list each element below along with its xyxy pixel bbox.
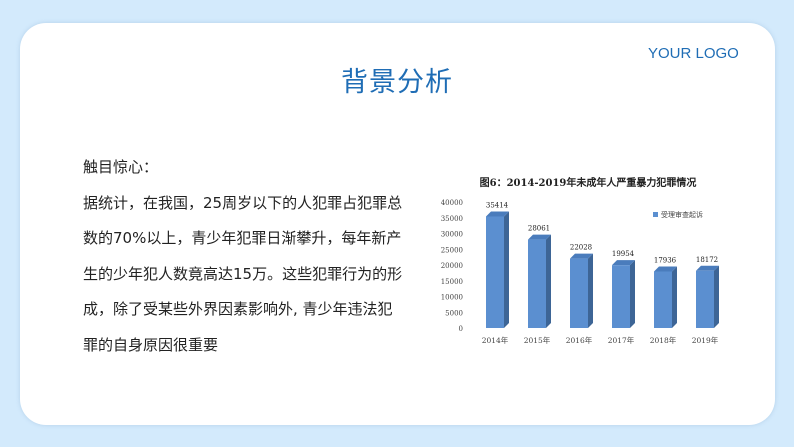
bar	[570, 258, 588, 328]
x-tick-label: 2014年	[482, 335, 509, 345]
legend-label: 受理审查起诉	[661, 210, 703, 219]
chart-title: 图6：2014-2019年未成年人严重暴力犯罪情况	[480, 176, 697, 189]
y-tick-label: 25000	[441, 246, 463, 254]
bar-top	[570, 253, 593, 259]
bar	[528, 239, 546, 328]
data-label: 17936	[654, 257, 677, 265]
bar-top	[696, 265, 719, 271]
logo: YOUR LOGO	[648, 45, 739, 62]
y-tick-label: 35000	[441, 215, 463, 223]
y-tick-label: 5000	[445, 309, 463, 317]
page-title: 背景分析	[341, 67, 453, 98]
y-tick-label: 15000	[441, 278, 463, 286]
y-tick-label: 0	[459, 325, 463, 333]
bar	[612, 265, 630, 328]
y-tick-label: 20000	[441, 262, 463, 270]
bar-side	[504, 211, 509, 328]
legend-swatch	[653, 212, 658, 217]
data-label: 19954	[612, 250, 635, 258]
bar-side	[672, 266, 677, 328]
x-tick-label: 2016年	[566, 335, 593, 345]
y-tick-label: 10000	[441, 294, 463, 302]
bar	[486, 216, 504, 328]
x-tick-label: 2019年	[692, 335, 719, 345]
bar-top	[612, 260, 635, 266]
bar-side	[588, 253, 593, 328]
bar-side	[546, 234, 551, 328]
data-label: 28061	[528, 225, 550, 233]
bar-side	[714, 265, 719, 328]
bar	[654, 271, 672, 328]
bar	[696, 270, 714, 328]
data-label: 18172	[696, 256, 718, 264]
bar-top	[528, 234, 551, 240]
bar-side	[630, 260, 635, 328]
data-label: 35414	[486, 201, 509, 209]
x-tick-label: 2018年	[650, 335, 677, 345]
x-tick-label: 2015年	[524, 335, 551, 345]
slide-card	[20, 23, 775, 425]
body-paragraph: 据统计，在我国，25周岁以下的人犯罪占犯罪总数的70%以上，青少年犯罪日渐攀升，…	[83, 193, 403, 354]
body-text: 触目惊心： 据统计，在我国，25周岁以下的人犯罪占犯罪总数的70%以上，青少年犯…	[83, 150, 403, 363]
body-heading: 触目惊心：	[83, 158, 159, 176]
y-tick-label: 40000	[441, 199, 463, 207]
data-label: 22028	[570, 244, 592, 252]
bar-top	[654, 266, 677, 272]
x-tick-label: 2017年	[608, 335, 635, 345]
y-tick-label: 30000	[441, 231, 463, 239]
bar-top	[486, 211, 509, 217]
